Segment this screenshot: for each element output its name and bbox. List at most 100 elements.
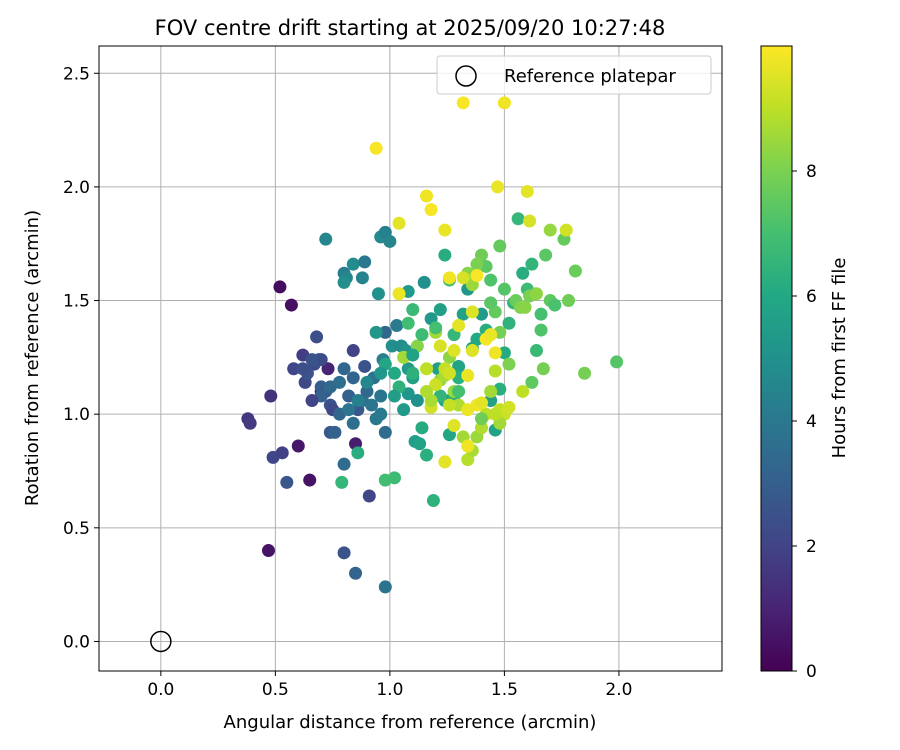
data-point: [433, 303, 447, 317]
y-tick-label: 2.5: [63, 64, 90, 84]
data-point: [337, 457, 351, 471]
data-point: [291, 439, 305, 453]
data-point: [314, 353, 328, 367]
data-point: [465, 344, 479, 358]
data-point: [488, 346, 502, 360]
x-tick-label: 2.0: [605, 680, 632, 700]
x-gridlines: [160, 46, 620, 671]
data-point: [562, 294, 576, 308]
data-point: [346, 371, 360, 385]
y-axis-ticks: 0.0 0.5 1.0 1.5 2.0 2.5: [63, 64, 99, 652]
y-gridlines: [99, 72, 722, 642]
data-point: [420, 189, 434, 203]
data-point: [310, 330, 324, 344]
data-point: [488, 364, 502, 378]
data-point: [355, 271, 369, 285]
colorbar-tick-label: 4: [806, 412, 817, 432]
data-point: [303, 473, 317, 487]
data-point: [284, 298, 298, 312]
legend-label: Reference platepar: [504, 66, 676, 87]
y-tick-label: 1.5: [63, 292, 90, 312]
data-point: [406, 366, 420, 380]
data-point: [415, 328, 429, 342]
data-point: [529, 344, 543, 358]
data-point: [461, 403, 475, 417]
data-point: [438, 455, 452, 469]
data-point: [264, 389, 278, 403]
data-point: [429, 321, 443, 335]
data-point: [452, 384, 466, 398]
data-point: [502, 357, 516, 371]
data-point: [378, 425, 392, 439]
data-point: [452, 319, 466, 333]
data-point: [502, 400, 516, 414]
reference-platepar-marker: [150, 630, 172, 653]
data-point: [371, 287, 385, 301]
data-point: [529, 287, 543, 301]
data-point: [447, 344, 461, 358]
data-point: [261, 544, 275, 558]
colorbar-label: Hours from first FF file: [829, 258, 850, 459]
data-point: [456, 271, 470, 285]
data-point: [465, 305, 479, 319]
x-axis-ticks: 0.0 0.5 1.0 1.5 2.0: [147, 671, 632, 700]
data-point: [346, 257, 360, 271]
data-point: [452, 359, 466, 373]
data-point: [390, 319, 404, 333]
data-point: [426, 494, 440, 508]
data-point: [475, 396, 489, 410]
data-point: [417, 275, 431, 289]
legend-box: [436, 55, 712, 95]
data-point: [385, 339, 399, 353]
data-point: [424, 203, 438, 217]
data-point: [461, 369, 475, 383]
data-point: [413, 437, 427, 451]
data-point: [319, 232, 333, 246]
data-point: [442, 271, 456, 285]
legend-reference-marker-icon: [455, 65, 477, 87]
data-point: [470, 269, 484, 283]
data-point: [365, 398, 379, 412]
data-point: [401, 316, 415, 330]
data-point: [518, 300, 532, 314]
data-point: [321, 362, 335, 376]
data-point: [491, 180, 505, 194]
data-point: [543, 223, 557, 237]
data-point: [497, 346, 511, 360]
data-point: [534, 307, 548, 321]
data-point: [516, 266, 530, 280]
data-point: [374, 366, 388, 380]
data-point: [406, 348, 420, 362]
data-point: [559, 223, 573, 237]
data-point: [406, 303, 420, 317]
data-point: [415, 421, 429, 435]
data-point: [536, 362, 550, 376]
data-point: [387, 366, 401, 380]
data-point: [305, 394, 319, 408]
data-point: [397, 403, 411, 417]
data-point: [484, 328, 498, 342]
scatter-points: [241, 96, 624, 594]
y-tick-label: 1.0: [63, 405, 90, 425]
data-point: [349, 566, 363, 580]
data-point: [387, 389, 401, 403]
data-point: [525, 375, 539, 389]
colorbar-tick-label: 6: [806, 287, 817, 307]
data-point: [429, 378, 443, 392]
y-tick-label: 0.5: [63, 519, 90, 539]
colorbar: 0 2 4 6 8 Hours from first FF file: [760, 45, 850, 682]
data-point: [442, 366, 456, 380]
y-axis-label: Rotation from reference (arcmin): [22, 210, 43, 506]
data-point: [296, 362, 310, 376]
data-point: [378, 580, 392, 594]
data-point: [420, 384, 434, 398]
data-point: [346, 344, 360, 358]
data-point: [525, 257, 539, 271]
chart-title: FOV centre drift starting at 2025/09/20 …: [155, 16, 666, 40]
data-point: [511, 212, 525, 226]
data-point: [420, 362, 434, 376]
data-point: [305, 353, 319, 367]
data-point: [438, 223, 452, 237]
data-point: [420, 448, 434, 462]
